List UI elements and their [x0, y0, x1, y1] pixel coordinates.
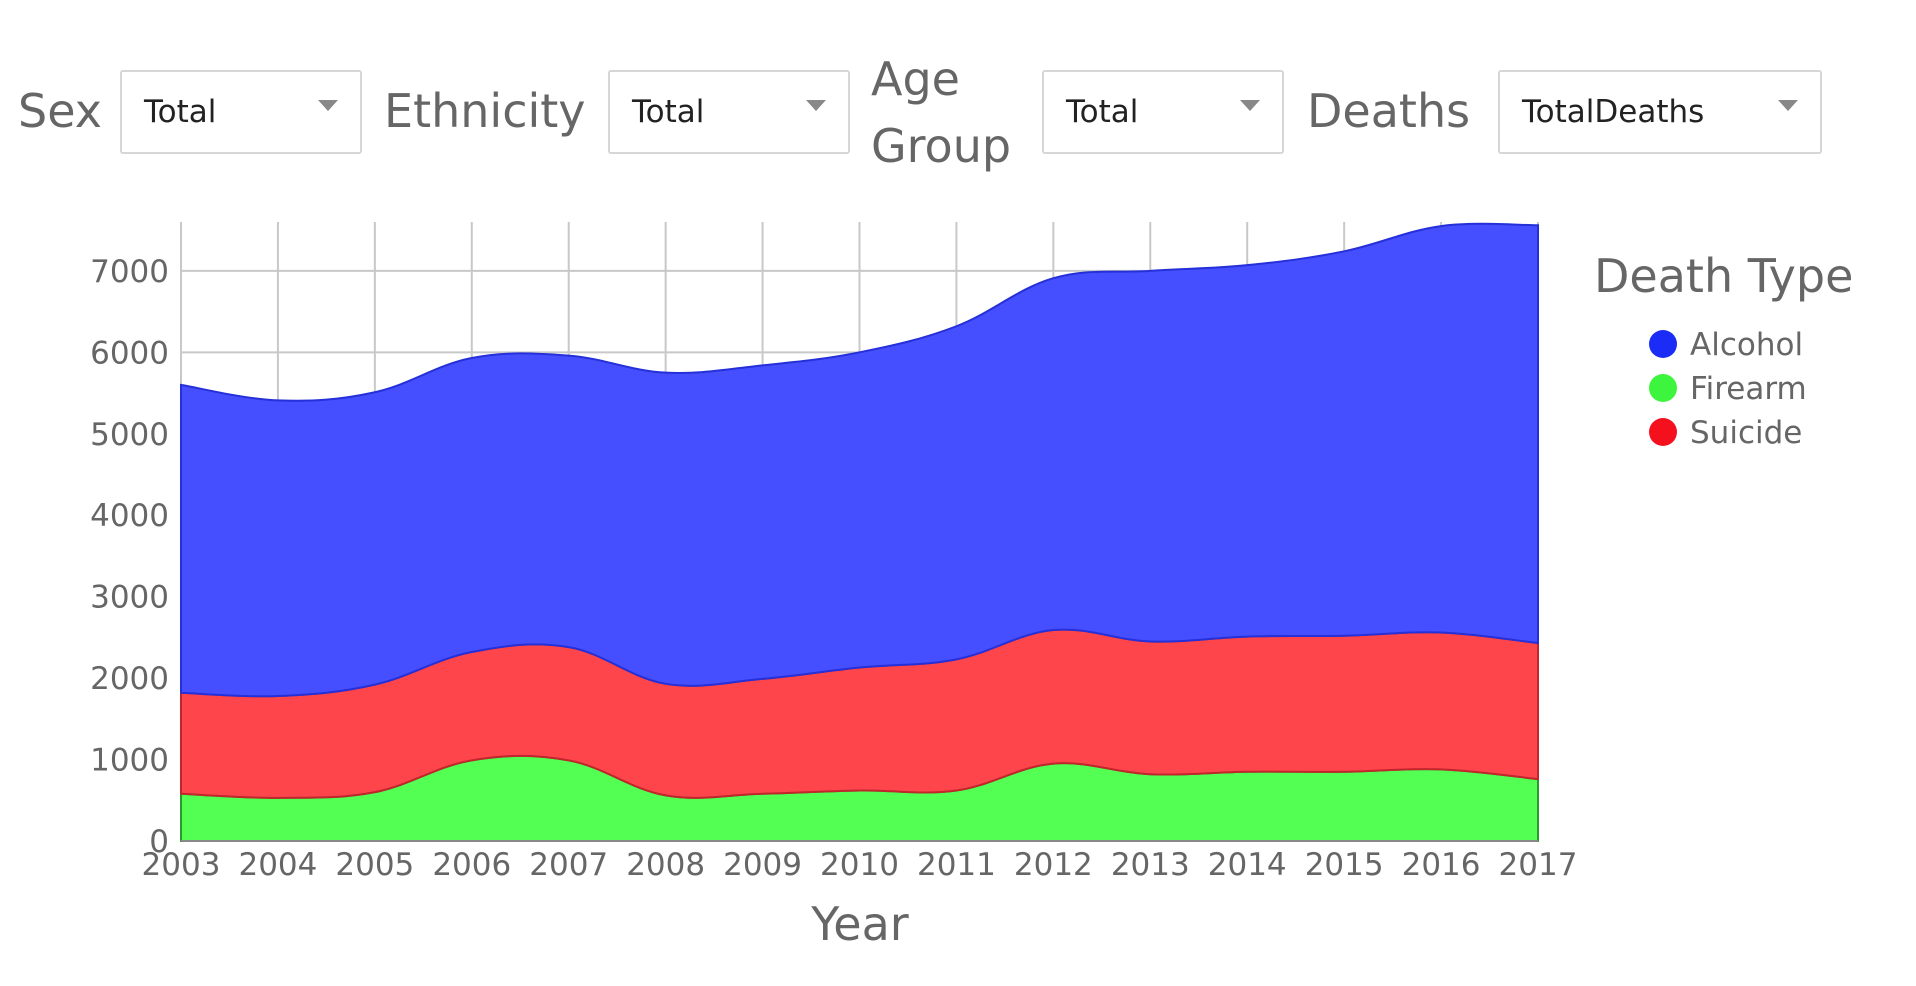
y-tick-label: 6000 — [90, 335, 169, 371]
x-tick-label: 2015 — [1305, 847, 1384, 883]
y-tick-label: 0 — [149, 824, 169, 860]
sex-select[interactable]: Total — [120, 70, 362, 154]
deaths-select[interactable]: TotalDeaths — [1498, 70, 1822, 154]
chart-legend: Alcohol Firearm Suicide — [1649, 327, 1807, 451]
x-axis-label: Year — [810, 897, 908, 951]
x-tick-label: 2010 — [820, 847, 899, 883]
sex-select-value: Total — [144, 94, 217, 130]
y-tick-label: 1000 — [90, 743, 169, 779]
x-tick-label: 2014 — [1208, 847, 1287, 883]
y-tick-label: 2000 — [90, 661, 169, 697]
area-alcohol — [180, 222, 1539, 698]
deaths-label: Deaths — [1307, 84, 1471, 138]
legend-label-alcohol: Alcohol — [1690, 327, 1803, 363]
x-tick-label: 2007 — [529, 847, 608, 883]
x-tick-label: 2013 — [1111, 847, 1190, 883]
x-tick-label: 2016 — [1402, 847, 1481, 883]
ethnicity-select[interactable]: Total — [608, 70, 850, 154]
x-tick-label: 2005 — [335, 847, 414, 883]
x-tick-label: 2012 — [1014, 847, 1093, 883]
chevron-down-icon — [1778, 100, 1798, 111]
ethnicity-label: Ethnicity — [384, 84, 586, 138]
age-group-select[interactable]: Total — [1042, 70, 1284, 154]
legend-label-suicide: Suicide — [1690, 415, 1802, 451]
legend-marker-firearm — [1649, 374, 1677, 402]
x-tick-label: 2006 — [432, 847, 511, 883]
chevron-down-icon — [318, 100, 338, 111]
ethnicity-select-value: Total — [632, 94, 705, 130]
legend-label-firearm: Firearm — [1690, 371, 1807, 407]
x-tick-label: 2009 — [723, 847, 802, 883]
age-group-label: Age Group — [871, 46, 1011, 179]
age-group-select-value: Total — [1066, 94, 1139, 130]
age-group-label-line1: Age — [871, 52, 960, 106]
chart-areas — [180, 222, 1539, 843]
y-tick-label: 3000 — [90, 580, 169, 616]
sex-label: Sex — [18, 84, 102, 138]
age-group-label-line2: Group — [871, 118, 1012, 173]
x-tick-label: 2011 — [917, 847, 996, 883]
legend-marker-alcohol — [1649, 330, 1677, 358]
deaths-select-value: TotalDeaths — [1522, 94, 1705, 130]
legend-title: Death Type — [1594, 249, 1853, 303]
y-tick-label: 5000 — [90, 417, 169, 453]
x-tick-label: 2003 — [142, 847, 221, 883]
y-tick-label: 4000 — [90, 498, 169, 534]
chevron-down-icon — [1240, 100, 1260, 111]
y-tick-label: 7000 — [90, 254, 169, 290]
x-tick-label: 2008 — [626, 847, 705, 883]
legend-marker-suicide — [1649, 418, 1677, 446]
chevron-down-icon — [806, 100, 826, 111]
chart-axes: 0 1000 2000 3000 4000 5000 6000 7000 2003 2004 200… — [90, 254, 1577, 883]
x-tick-label: 2017 — [1499, 847, 1578, 883]
x-tick-label: 2004 — [238, 847, 317, 883]
